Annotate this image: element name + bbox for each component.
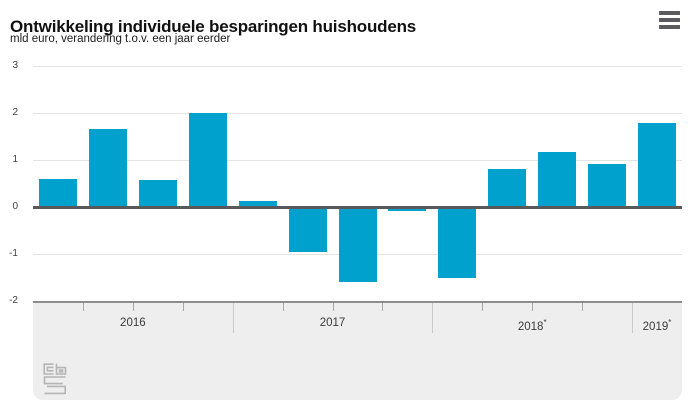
y-axis-tick-label: 0 (12, 201, 18, 212)
hamburger-menu-icon[interactable] (659, 11, 680, 29)
x-axis-year-label: 2017 (319, 317, 346, 329)
bar-value--0.09[interactable] (388, 207, 427, 212)
menu-bar (659, 18, 680, 22)
quarter-tick (382, 303, 384, 311)
y-axis-tick-label: 3 (12, 60, 18, 71)
y-axis-tick-label: 1 (12, 154, 18, 165)
quarter-tick (82, 303, 84, 311)
year-separator (432, 303, 434, 333)
quarter-tick (532, 303, 534, 311)
bar-value-0.6[interactable] (38, 178, 77, 207)
menu-bar (659, 25, 680, 29)
bar-value-1.67[interactable] (88, 128, 127, 207)
bar-value-2[interactable] (188, 113, 227, 207)
quarter-tick (182, 303, 184, 311)
menu-bar (659, 11, 680, 15)
bar-value--1.5[interactable] (438, 207, 477, 278)
gridline (33, 159, 682, 161)
bar-value-0.8[interactable] (488, 169, 527, 207)
bar-value-0.58[interactable] (138, 179, 177, 207)
quarter-tick (132, 303, 134, 311)
quarter-tick (582, 303, 584, 311)
gridline (33, 112, 682, 114)
x-axis-year-label: 2016 (120, 317, 146, 329)
chart-title: Ontwikkeling individuele besparingen hui… (10, 17, 417, 37)
y-axis-tick-label: -2 (9, 295, 18, 306)
year-separator (632, 303, 634, 333)
x-axis-panel: 2016 2017 2018* 2019* (33, 301, 682, 400)
plot-area (33, 65, 682, 301)
y-axis-tick-label: -1 (9, 248, 18, 259)
chart-subtitle: mld euro, verandering t.o.v. een jaar ee… (10, 33, 231, 45)
bar-value-1.78[interactable] (638, 123, 677, 207)
bar-value-0.91[interactable] (588, 164, 627, 207)
bar-value--1.6[interactable] (338, 207, 377, 283)
quarter-tick (332, 303, 334, 311)
zero-axis-line (33, 205, 682, 209)
quarter-tick (282, 303, 284, 311)
bar-value--0.95[interactable] (288, 207, 327, 252)
cbs-logo[interactable] (43, 363, 67, 395)
year-separator (232, 303, 234, 333)
bar-value-1.17[interactable] (538, 152, 577, 207)
y-axis-labels: 3 2 1 0 -1 -2 (0, 60, 18, 306)
y-axis-tick-label: 2 (12, 107, 18, 118)
gridline (33, 65, 682, 67)
quarter-tick (482, 303, 484, 311)
x-axis-year-label: 2019* (642, 318, 672, 333)
x-axis-year-label: 2018* (517, 318, 547, 333)
bar-value-0.13[interactable] (238, 200, 277, 207)
